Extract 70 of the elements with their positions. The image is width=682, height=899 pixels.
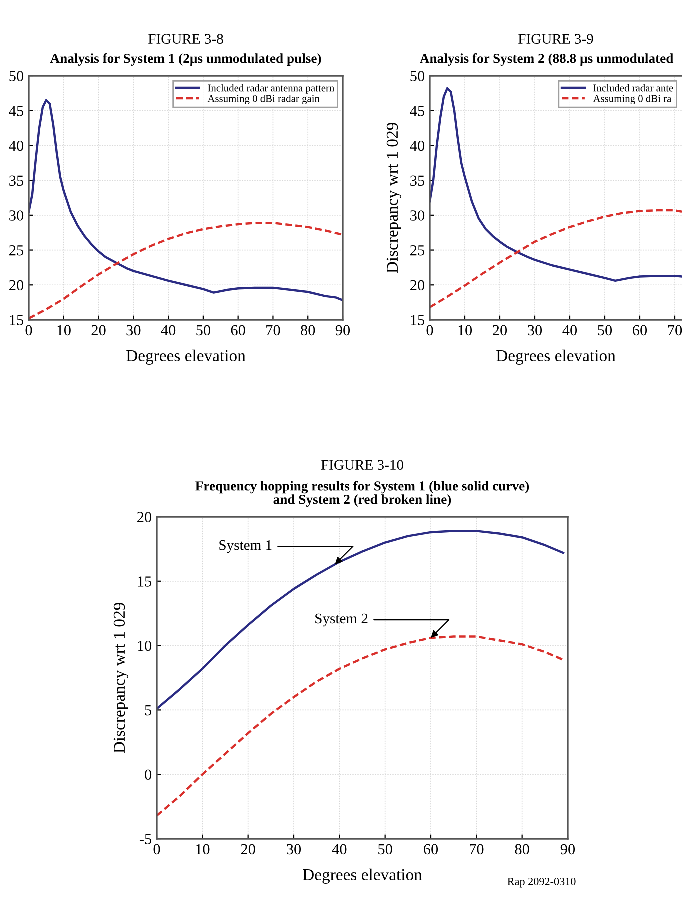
x-tick-label: 60 [424,844,438,855]
y-tick-label: 50 [410,71,425,82]
x-tick-label: 50 [196,325,210,336]
y-tick-label: 25 [10,245,24,256]
x-tick-label: 50 [378,844,392,855]
x-tick-label: 0 [26,325,32,336]
x-tick-label: 80 [515,844,530,855]
x-tick-label: 40 [332,844,347,855]
x-tick-label: 90 [336,325,350,336]
y-tick-label: 45 [410,106,425,116]
y-axis-title: Discrepancy wrt 1 029 [386,123,402,274]
text: Rap 2092-0310 [508,878,576,888]
x-tick-label: 0 [154,844,160,855]
x-axis-title: Degrees elevation [496,350,616,365]
x-tick-label: 60 [633,325,648,336]
y-tick-label: 50 [10,71,24,82]
x-tick-label: 30 [528,325,542,336]
chart-title: FIGURE 3-10 [321,460,404,470]
legend-label: Included radar antenna pattern [208,84,335,94]
y-tick-label: 25 [410,245,425,256]
legend-label: Included radar ante [594,84,674,92]
x-tick-label: 20 [92,325,106,336]
annotation: System 2 [316,614,368,627]
y-tick-label: 45 [9,106,24,116]
x-tick-label: 10 [458,325,472,336]
x-tick-label: 60 [231,325,246,336]
y-tick-label: 20 [138,512,152,522]
y-tick-label: 15 [411,315,425,326]
y-tick-label: 35 [410,176,425,186]
x-tick-label: 10 [196,844,210,855]
x-tick-label: 50 [598,325,612,336]
x-tick-label: 40 [562,325,578,336]
x-tick-label: 20 [493,325,508,336]
legend-label: Assuming 0 dBi ra [593,94,672,104]
x-tick-label: 0 [426,325,434,336]
legend-label: Assuming 0 dBi radar gain [208,94,320,104]
line-series [157,530,565,710]
y-tick-label: 40 [9,140,24,152]
y-axis-title: Discrepancy wrt 1 029 [114,603,129,754]
x-tick-label: 90 [560,844,576,855]
x-axis-title: Degrees elevation [126,350,246,365]
y-tick-label: 0 [145,770,152,780]
x-tick-label: 40 [161,325,176,336]
y-tick-label: 15 [138,576,152,587]
y-tick-label: 30 [10,210,24,221]
y-tick-label: -5 [140,834,152,844]
chart-subtitle: Analysis for System 1 (2µs unmodulated pulse) [50,53,322,66]
y-tick-label: 10 [138,640,152,652]
annotation: System 1 [220,540,272,554]
line-series [430,209,682,309]
y-tick-label: 15 [10,315,24,326]
x-tick-label: 70 [668,325,682,336]
chart-title: FIGURE 3-8 [148,34,224,44]
chart-subtitle: Analysis for System 2 (88.8 µs unmodulated [420,53,674,66]
x-tick-label: 30 [287,844,302,855]
y-tick-label: 30 [410,210,425,221]
x-tick-label: 20 [241,844,256,855]
chart-title: FIGURE 3-9 [518,34,594,44]
chart-subtitle: Frequency hopping results for System 1 (blue solid curve) and System 2 (red broken line) [196,481,530,507]
y-tick-label: 35 [10,176,24,186]
x-axis-title: Degrees elevation [303,868,422,884]
y-tick-label: 20 [10,280,24,291]
y-tick-label: 40 [410,140,425,152]
x-tick-label: 30 [126,325,141,336]
x-tick-label: 70 [266,325,280,336]
y-tick-label: 5 [145,705,152,716]
y-tick-label: 20 [410,280,425,291]
x-tick-label: 70 [470,844,484,855]
x-tick-label: 80 [301,325,316,336]
x-tick-label: 10 [58,325,71,336]
